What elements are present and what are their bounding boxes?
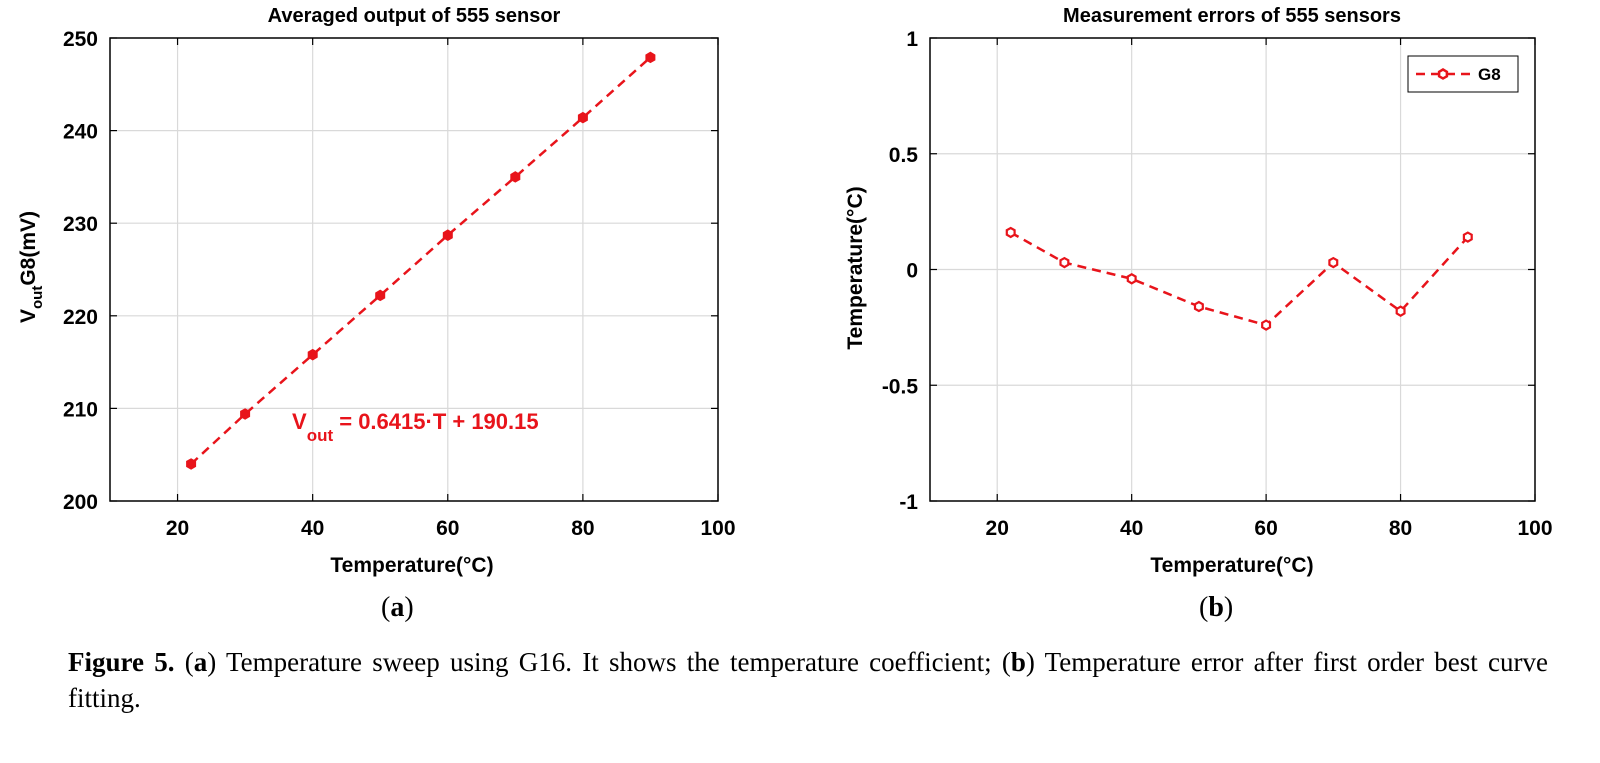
chart-a-xlabel: Temperature(°C) [330, 554, 493, 577]
chart-a-data-point [307, 348, 318, 361]
chart-a-ytick-label: 220 [63, 306, 98, 329]
chart-a-data-point [577, 111, 588, 124]
chart-a-xtick-label: 60 [436, 517, 459, 540]
chart-b-legend-marker [1437, 68, 1449, 80]
figure-caption: Figure 5. (a) Temperature sweep using G1… [68, 644, 1548, 716]
chart-b-grid [930, 38, 1535, 501]
chart-b-data-point [1462, 231, 1473, 243]
chart-b-data-point [1126, 273, 1137, 285]
chart-b-xtick-label: 60 [1254, 517, 1277, 540]
subfigure-label-b-close: ) [1223, 592, 1234, 623]
chart-a-data-point [645, 51, 656, 64]
chart-b-title: Measurement errors of 555 sensors [1063, 5, 1401, 27]
chart-a-equation-main: V [292, 409, 307, 434]
chart-a-ytick-label: 200 [63, 491, 98, 514]
chart-b-ytick-label: 1 [906, 28, 918, 51]
chart-b-series [1005, 226, 1473, 331]
chart-b-ylabel: Temperature(°C) [844, 186, 867, 349]
chart-a-equation-rest: = 0.6415·T + 190.15 [333, 409, 539, 434]
chart-b-ytick-label: -1 [899, 491, 918, 514]
subfigure-label-a-open: ( [381, 592, 391, 623]
caption-open-a: ( [184, 647, 194, 677]
chart-a-equation: Vout = 0.6415·T + 190.15 [292, 409, 539, 445]
chart-b: 20 40 60 80 100 -1 -0.5 0 0.5 1 Measurement error… [844, 5, 1553, 577]
chart-a-data-point [442, 229, 453, 241]
chart-a-ytick-label: 250 [63, 28, 98, 51]
chart-b-xtick-label: 40 [1120, 517, 1143, 540]
chart-b-data-point [1193, 300, 1204, 313]
chart-b-data-point [1059, 256, 1070, 269]
chart-a-xtick-label: 40 [301, 517, 324, 540]
chart-a-plot-area [109, 37, 719, 502]
subfigure-label-b: (b) [1199, 592, 1233, 624]
chart-a: 20 40 60 80 100 200 210 220 230 240 250 Averaged o… [17, 5, 736, 577]
chart-b-ticks: 20 40 60 80 100 -1 -0.5 0 0.5 1 [882, 28, 1553, 540]
chart-a-data-point [375, 289, 386, 302]
caption-letter-a: a [193, 647, 208, 677]
chart-a-ylabel-rest: G8(mV) [17, 211, 40, 286]
chart-a-ytick-label: 230 [63, 213, 98, 236]
caption-text-a: ) Temperature sweep using G16. It shows … [207, 647, 1011, 677]
subfigure-label-b-letter: b [1208, 592, 1224, 623]
caption-text-b: ) Temperature error after first order be… [68, 647, 1548, 713]
chart-b-ytick-label: 0.5 [889, 144, 919, 167]
caption-letter-b: b [1010, 647, 1026, 677]
chart-a-ylabel-sub: out [29, 286, 46, 309]
chart-a-ytick-label: 240 [63, 121, 98, 144]
chart-a-xtick-label: 100 [700, 517, 735, 540]
chart-b-legend-label: G8 [1478, 65, 1501, 84]
chart-a-series [186, 51, 656, 470]
chart-b-xtick-label: 100 [1517, 517, 1552, 540]
chart-b-ytick-label: 0 [906, 260, 918, 283]
chart-a-xtick-label: 20 [166, 517, 189, 540]
chart-b-data-point [1005, 226, 1016, 239]
subfigure-label-a-letter: a [390, 592, 405, 623]
chart-b-xtick-label: 80 [1389, 517, 1412, 540]
chart-a-ytick-label: 210 [63, 398, 98, 421]
chart-a-data-point [186, 458, 197, 470]
chart-a-title: Averaged output of 555 sensor [268, 5, 561, 27]
chart-a-ylabel-main: V [17, 309, 40, 323]
chart-a-equation-sub: out [307, 426, 334, 445]
chart-b-ytick-label: -0.5 [882, 375, 919, 398]
chart-a-ticks: 20 40 60 80 100 200 210 220 230 240 250 [63, 28, 736, 540]
subfigure-label-a-close: ) [404, 592, 414, 623]
chart-a-ylabel: VoutG8(mV) [17, 211, 46, 323]
chart-b-data-point [1395, 305, 1406, 317]
chart-b-xlabel: Temperature(°C) [1150, 554, 1313, 577]
subfigure-label-b-open: ( [1199, 592, 1209, 623]
chart-a-xtick-label: 80 [571, 517, 594, 540]
chart-b-data-point [1328, 256, 1339, 269]
chart-b-data-point [1261, 319, 1272, 331]
chart-b-xtick-label: 20 [986, 517, 1009, 540]
chart-a-data-point [240, 408, 251, 420]
subfigure-label-a: (a) [381, 592, 414, 624]
caption-figure-number: Figure 5. [68, 647, 175, 677]
chart-a-data-point [510, 171, 521, 183]
chart-b-legend: G8 [1407, 55, 1519, 93]
